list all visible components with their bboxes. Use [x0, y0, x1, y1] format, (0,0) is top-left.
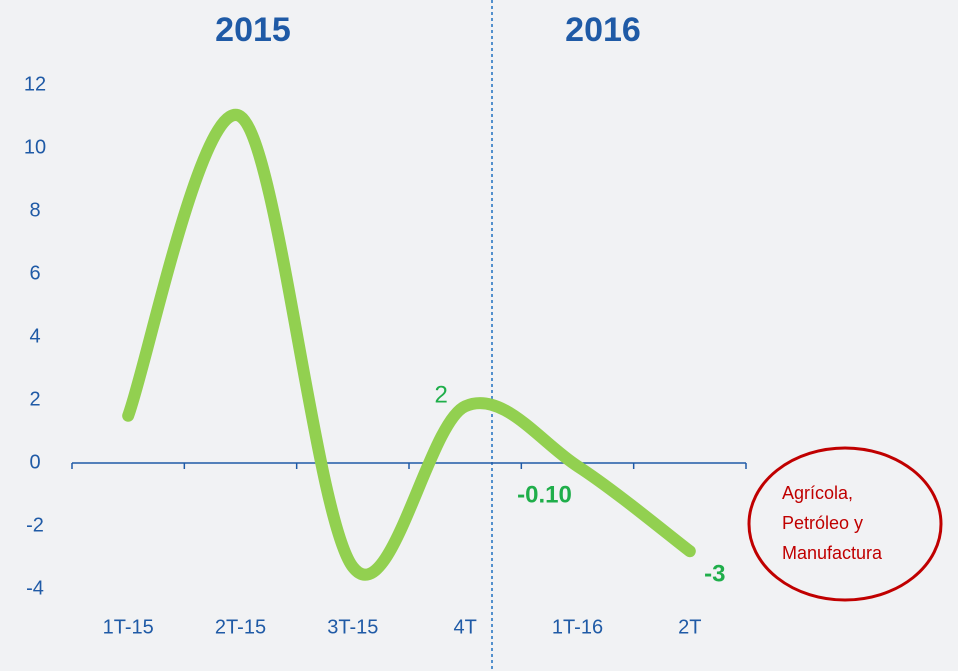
x-tick-label: 4T [453, 616, 476, 638]
data-label: -3 [704, 561, 725, 588]
x-tick-label: 1T-16 [552, 616, 603, 638]
y-tick-label: 6 [29, 262, 40, 284]
note-line: Agrícola, [782, 483, 853, 503]
y-tick-label: 8 [29, 199, 40, 221]
note-line: Manufactura [782, 543, 883, 563]
note-line: Petróleo y [782, 513, 863, 533]
y-tick-label: 12 [24, 73, 46, 95]
period-label: 2016 [565, 11, 641, 49]
x-tick-label: 3T-15 [327, 616, 378, 638]
y-tick-label: 2 [29, 388, 40, 410]
period-label: 2015 [215, 11, 291, 49]
note-ellipse [747, 446, 943, 602]
y-tick-label: 0 [29, 451, 40, 473]
y-tick-label: -4 [26, 577, 44, 599]
data-line [122, 108, 696, 581]
x-tick-label: 2T-15 [215, 616, 266, 638]
y-tick-label: 4 [29, 325, 40, 347]
y-tick-label: -2 [26, 514, 44, 536]
data-label: 2 [434, 382, 447, 409]
x-tick-label: 1T-15 [103, 616, 154, 638]
data-label: -0.10 [517, 481, 572, 508]
x-tick-label: 2T [678, 616, 701, 638]
y-tick-label: 10 [24, 136, 46, 158]
